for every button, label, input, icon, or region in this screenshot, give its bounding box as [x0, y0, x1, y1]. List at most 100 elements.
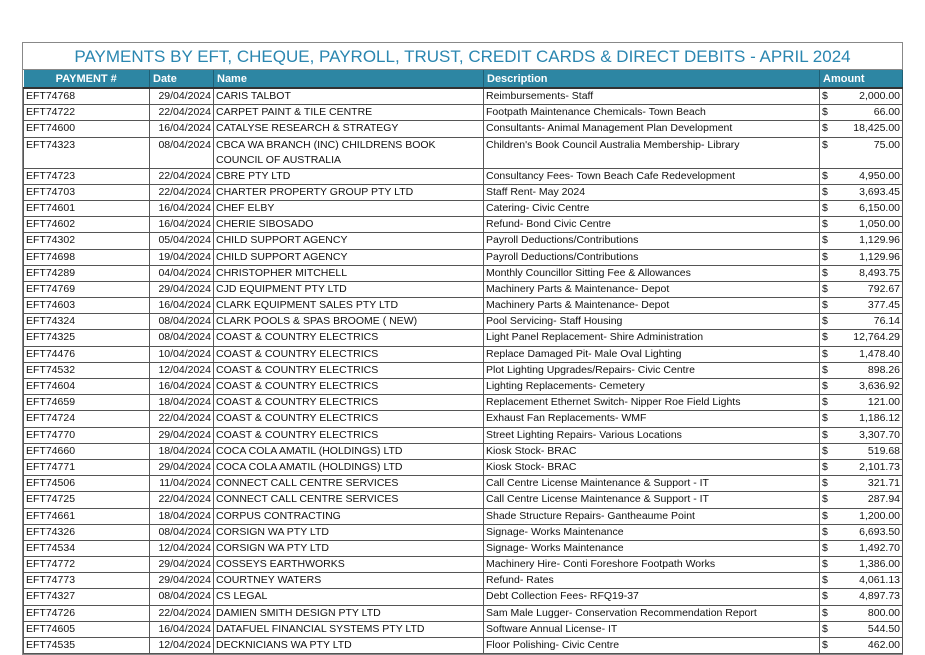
table-row: EFT74476 10/04/2024 COAST & COUNTRY ELECTR… — [23, 345, 904, 363]
payment-id-cell: EFT74722 — [23, 104, 150, 122]
name-cell: DATAFUEL FINANCIAL SYSTEMS PTY LTD — [213, 620, 484, 639]
name-cell: CHERIE SIBOSADO — [213, 216, 484, 234]
description-cell: Pool Servicing- Staff Housing — [483, 313, 820, 331]
description-cell: Payroll Deductions/Contributions — [483, 248, 820, 266]
header-payment: PAYMENT # — [23, 70, 150, 89]
description-cell: Monthly Councillor Sitting Fee & Allowan… — [483, 264, 820, 282]
amount-cell: 1,050.00 — [841, 216, 904, 234]
payment-id-cell: EFT74602 — [23, 216, 150, 234]
currency-cell: $ — [819, 199, 842, 218]
header-description: Description — [483, 70, 820, 89]
payment-id-cell: EFT74323 — [23, 136, 150, 169]
name-cell: COSSEYS EARTHWORKS — [213, 556, 484, 574]
currency-cell: $ — [819, 120, 842, 138]
payment-id-cell: EFT74325 — [23, 329, 150, 347]
payment-id-cell: EFT74324 — [23, 313, 150, 331]
amount-cell: 4,061.13 — [841, 572, 904, 590]
payment-id-cell: EFT74535 — [23, 636, 150, 655]
date-cell: 22/04/2024 — [149, 104, 214, 122]
amount-cell: 377.45 — [841, 297, 904, 315]
date-cell: 12/04/2024 — [149, 636, 214, 655]
name-cell: COCA COLA AMATIL (HOLDINGS) LTD — [213, 458, 484, 477]
name-cell: CLARK POOLS & SPAS BROOME ( NEW) — [213, 313, 484, 331]
name-cell: CORPUS CONTRACTING — [213, 507, 484, 525]
payment-id-cell: EFT74768 — [23, 87, 150, 106]
name-cell: CORSIGN WA PTY LTD — [213, 539, 484, 558]
date-cell: 18/04/2024 — [149, 507, 214, 525]
sheet-title: PAYMENTS BY EFT, CHEQUE, PAYROLL, TRUST,… — [23, 43, 902, 70]
date-cell: 08/04/2024 — [149, 588, 214, 606]
table-row: EFT74770 29/04/2024 COAST & COUNTRY ELECTR… — [23, 426, 904, 444]
description-cell: Payroll Deductions/Contributions — [483, 232, 820, 250]
header-name: Name — [213, 70, 484, 89]
table-row: EFT74661 18/04/2024 CORPUS CONTRACTING Shad… — [23, 507, 904, 525]
date-cell: 16/04/2024 — [149, 199, 214, 218]
amount-cell: 8,493.75 — [841, 264, 904, 282]
payment-id-cell: EFT74724 — [23, 410, 150, 428]
payment-id-cell: EFT74772 — [23, 556, 150, 574]
payment-id-cell: EFT74703 — [23, 183, 150, 201]
name-cell: COAST & COUNTRY ELECTRICS — [213, 345, 484, 363]
table-row: EFT74660 18/04/2024 COCA COLA AMATIL (HOLD… — [23, 442, 904, 460]
description-cell: Signage- Works Maintenance — [483, 539, 820, 558]
name-cell: CHRISTOPHER MITCHELL — [213, 264, 484, 282]
currency-cell: $ — [819, 280, 842, 299]
table-row: EFT74601 16/04/2024 CHEF ELBY Catering- Civ… — [23, 199, 904, 218]
currency-cell: $ — [819, 394, 842, 412]
amount-cell: 2,000.00 — [841, 87, 904, 106]
amount-cell: 800.00 — [841, 604, 904, 622]
table-row: EFT74605 16/04/2024 DATAFUEL FINANCIAL SYS… — [23, 620, 904, 639]
currency-cell: $ — [819, 377, 842, 396]
date-cell: 29/04/2024 — [149, 426, 214, 444]
amount-cell: 12,764.29 — [841, 329, 904, 347]
description-cell: Lighting Replacements- Cemetery — [483, 377, 820, 396]
table-row: EFT74659 18/04/2024 COAST & COUNTRY ELECTR… — [23, 394, 904, 412]
currency-cell: $ — [819, 588, 842, 606]
payment-id-cell: EFT74725 — [23, 491, 150, 509]
amount-cell: 544.50 — [841, 620, 904, 639]
name-cell: CONNECT CALL CENTRE SERVICES — [213, 491, 484, 509]
name-cell: COURTNEY WATERS — [213, 572, 484, 590]
name-cell: CBCA WA BRANCH (INC) CHILDRENS BOOK COUN… — [213, 136, 484, 169]
description-cell: Refund- Rates — [483, 572, 820, 590]
description-cell: Kiosk Stock- BRAC — [483, 442, 820, 460]
date-cell: 18/04/2024 — [149, 442, 214, 460]
description-cell: Catering- Civic Centre — [483, 199, 820, 218]
date-cell: 22/04/2024 — [149, 167, 214, 185]
amount-cell: 1,386.00 — [841, 556, 904, 574]
name-cell: CHILD SUPPORT AGENCY — [213, 232, 484, 250]
description-cell: Software Annual License- IT — [483, 620, 820, 639]
description-cell: Call Centre License Maintenance & Suppor… — [483, 475, 820, 493]
name-cell: CLARK EQUIPMENT SALES PTY LTD — [213, 297, 484, 315]
table-row: EFT74773 29/04/2024 COURTNEY WATERS Refund-… — [23, 572, 904, 590]
name-cell: COAST & COUNTRY ELECTRICS — [213, 426, 484, 444]
date-cell: 16/04/2024 — [149, 297, 214, 315]
description-cell: Kiosk Stock- BRAC — [483, 458, 820, 477]
currency-cell: $ — [819, 345, 842, 363]
amount-cell: 6,150.00 — [841, 199, 904, 218]
name-cell: COCA COLA AMATIL (HOLDINGS) LTD — [213, 442, 484, 460]
description-cell: Machinery Hire- Conti Foreshore Footpath… — [483, 556, 820, 574]
amount-cell: 4,897.73 — [841, 588, 904, 606]
payment-id-cell: EFT74723 — [23, 167, 150, 185]
amount-cell: 6,693.50 — [841, 523, 904, 541]
currency-cell: $ — [819, 523, 842, 541]
description-cell: Sam Male Lugger- Conservation Recommenda… — [483, 604, 820, 622]
currency-cell: $ — [819, 183, 842, 201]
table-row: EFT74771 29/04/2024 COCA COLA AMATIL (HOLD… — [23, 458, 904, 477]
table-row: EFT74703 22/04/2024 CHARTER PROPERTY GROUP… — [23, 183, 904, 201]
amount-cell: 66.00 — [841, 104, 904, 122]
amount-cell: 1,129.96 — [841, 232, 904, 250]
table-row: EFT74723 22/04/2024 CBRE PTY LTD Consultanc… — [23, 167, 904, 185]
date-cell: 22/04/2024 — [149, 604, 214, 622]
payment-id-cell: EFT74605 — [23, 620, 150, 639]
date-cell: 29/04/2024 — [149, 87, 214, 106]
date-cell: 16/04/2024 — [149, 216, 214, 234]
payment-id-cell: EFT74770 — [23, 426, 150, 444]
amount-cell: 1,478.40 — [841, 345, 904, 363]
table-row: EFT74324 08/04/2024 CLARK POOLS & SPAS BRO… — [23, 313, 904, 331]
description-cell: Machinery Parts & Maintenance- Depot — [483, 297, 820, 315]
currency-cell: $ — [819, 491, 842, 509]
currency-cell: $ — [819, 539, 842, 558]
table-row: EFT74323 08/04/2024 CBCA WA BRANCH (INC) C… — [23, 136, 904, 169]
